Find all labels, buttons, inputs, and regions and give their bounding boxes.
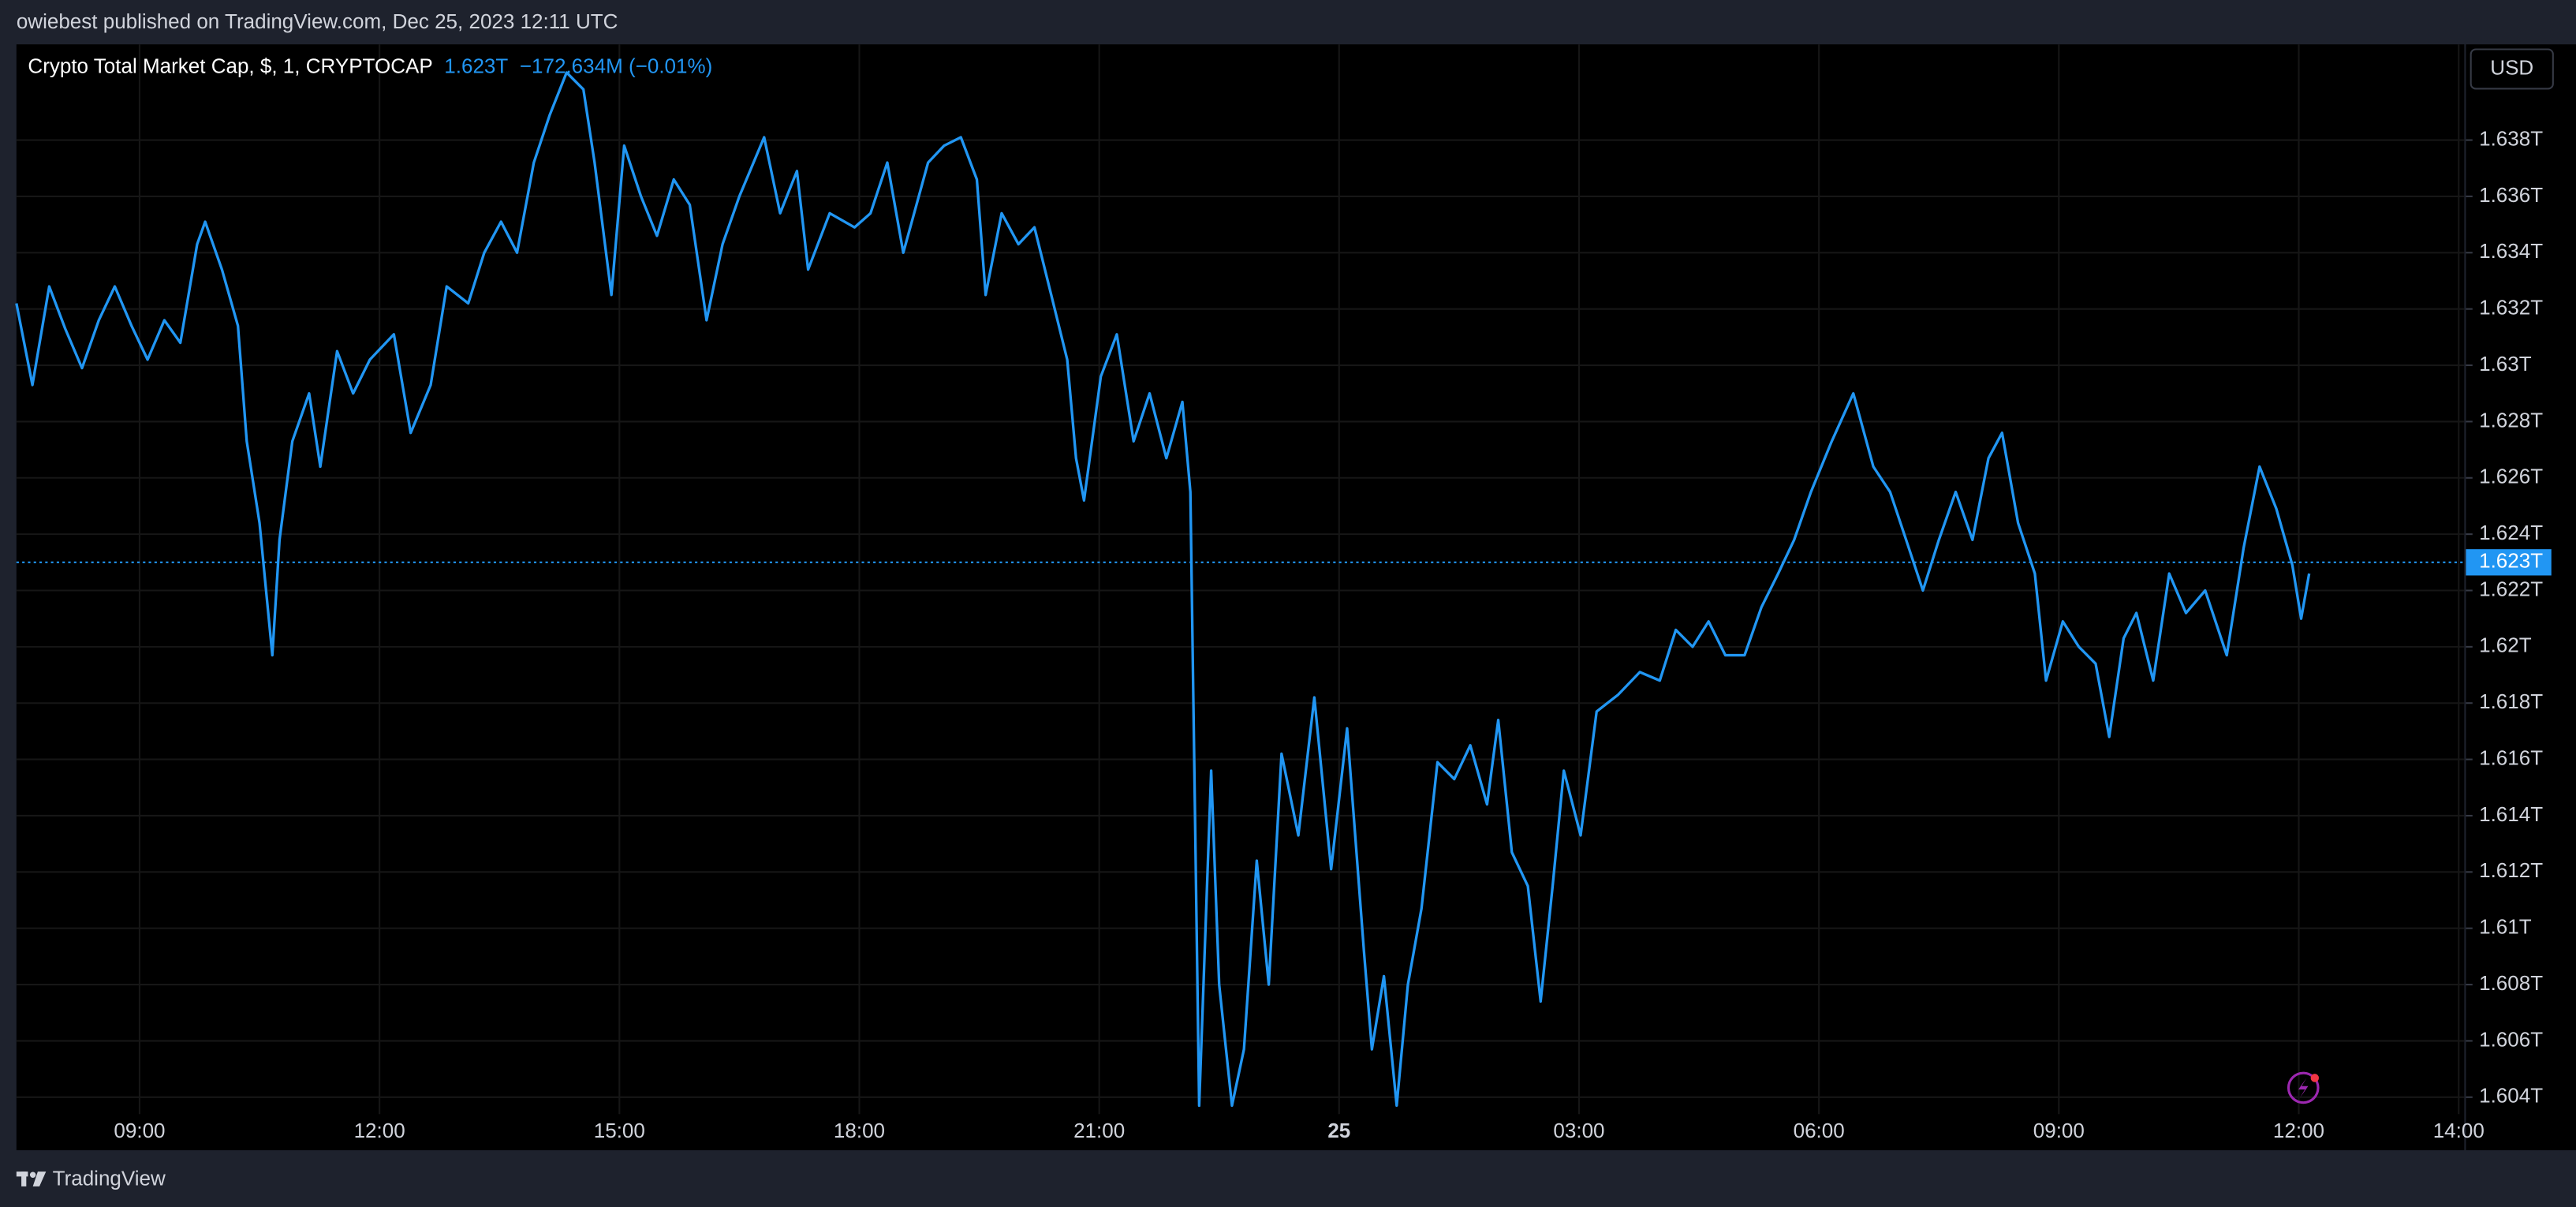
x-tick-label: 12:00 bbox=[2273, 1119, 2324, 1142]
logo-mark bbox=[21, 1172, 27, 1186]
icon-bolt[interactable] bbox=[2298, 1078, 2309, 1098]
y-tick-label: 1.636T bbox=[2479, 183, 2543, 207]
current-price-label: 1.623T bbox=[2479, 549, 2543, 573]
brand: TradingView bbox=[53, 1166, 166, 1190]
chart-title: Crypto Total Market Cap, $, 1, CRYPTOCAP bbox=[28, 54, 432, 77]
x-tick-label: 09:00 bbox=[2033, 1119, 2085, 1142]
y-tick-label: 1.63T bbox=[2479, 352, 2532, 376]
grid bbox=[16, 44, 2465, 1115]
x-tick-label: 15:00 bbox=[594, 1119, 645, 1142]
logo bbox=[16, 1172, 47, 1186]
y-tick-label: 1.638T bbox=[2479, 126, 2543, 150]
y-tick-label: 1.634T bbox=[2479, 239, 2543, 263]
icon-dot[interactable] bbox=[2310, 1074, 2320, 1082]
logo-mark bbox=[29, 1172, 36, 1179]
y-tick-label: 1.612T bbox=[2479, 858, 2543, 882]
currency-button[interactable] bbox=[2470, 48, 2554, 90]
x-tick-label: 12:00 bbox=[354, 1119, 405, 1142]
y-tick-label: 1.614T bbox=[2479, 802, 2543, 826]
x-tick-label: 25 bbox=[1327, 1119, 1350, 1142]
y-tick-label: 1.616T bbox=[2479, 746, 2543, 769]
x-tick-label: 06:00 bbox=[1794, 1119, 1845, 1142]
y-tick-label: 1.61T bbox=[2479, 915, 2532, 939]
plot-area bbox=[16, 44, 2465, 1151]
price-line bbox=[15, 71, 2311, 1108]
y-tick-label: 1.608T bbox=[2479, 971, 2543, 995]
y-tick-label: 1.606T bbox=[2479, 1027, 2543, 1051]
y-tick-label: 1.628T bbox=[2479, 408, 2543, 432]
current-price-tag bbox=[2466, 549, 2552, 576]
x-tick-label: 18:00 bbox=[834, 1119, 885, 1142]
x-tick-label: 03:00 bbox=[1553, 1119, 1604, 1142]
legend: Crypto Total Market Cap, $, 1, CRYPTOCAP… bbox=[28, 54, 712, 77]
y-tick-label: 1.626T bbox=[2479, 465, 2543, 488]
flash-icon[interactable] bbox=[2287, 1071, 2320, 1104]
publisher: owiebest published on TradingView.com, D… bbox=[17, 9, 618, 33]
price-axis bbox=[2466, 44, 2576, 1151]
last-price: 1.623T bbox=[444, 54, 508, 77]
y-tick-label: 1.604T bbox=[2479, 1084, 2543, 1108]
y-tick-label: 1.618T bbox=[2479, 689, 2543, 713]
x-tick-label: 09:00 bbox=[114, 1119, 165, 1142]
icon-ring[interactable] bbox=[2287, 1071, 2320, 1104]
x-tick-label: 14:00 bbox=[2433, 1119, 2485, 1142]
y-tick-label: 1.624T bbox=[2479, 521, 2543, 544]
currency[interactable]: USD bbox=[2490, 55, 2533, 79]
price-change: −172.634M (−0.01%) bbox=[520, 54, 712, 77]
y-tick-label: 1.62T bbox=[2479, 633, 2532, 657]
x-tick-label: 21:00 bbox=[1073, 1119, 1125, 1142]
y-tick-label: 1.632T bbox=[2479, 296, 2543, 320]
y-tick-label: 1.622T bbox=[2479, 577, 2543, 600]
logo-mark bbox=[32, 1172, 47, 1186]
